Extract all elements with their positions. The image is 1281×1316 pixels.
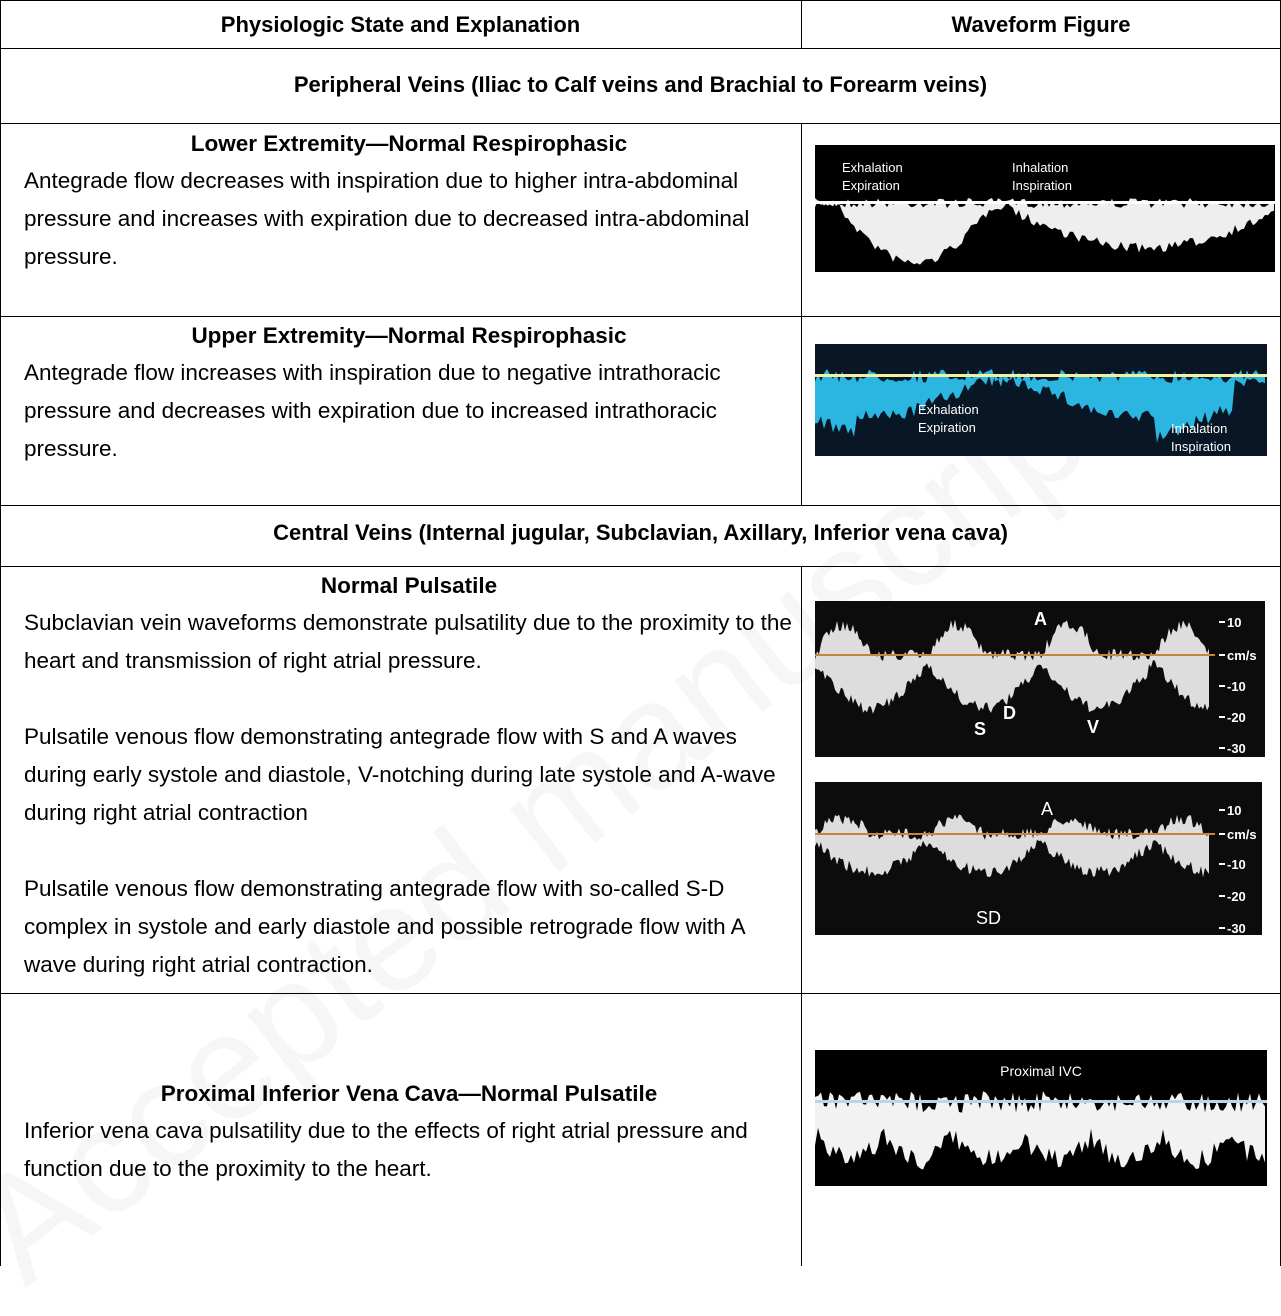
- waveform-figure: Proximal IVC: [815, 1050, 1267, 1186]
- baseline: [815, 1100, 1267, 1103]
- figure-label: Inhalation: [1012, 160, 1068, 175]
- figure-label: -30: [1227, 921, 1246, 935]
- border: [0, 48, 1281, 49]
- figure-label: 10: [1227, 615, 1241, 630]
- border: [0, 566, 1281, 567]
- figure-label: cm/s: [1227, 827, 1257, 842]
- border: [0, 316, 1281, 317]
- figure-label: 10: [1227, 803, 1241, 818]
- border: [801, 123, 802, 505]
- figure-label: Inspiration: [1012, 178, 1072, 193]
- figure-label: Inhalation: [1171, 421, 1227, 436]
- row-text: Normal Pulsatile Subclavian vein wavefor…: [24, 568, 794, 984]
- waveform: [815, 369, 1265, 443]
- row-heading: Lower Extremity—Normal Respirophasic: [190, 131, 628, 156]
- waveform-figure: A SD 10 cm/s -10 -20 -30: [815, 782, 1262, 935]
- figure-label: cm/s: [1227, 648, 1257, 663]
- paragraph: Subclavian vein waveforms demonstrate pu…: [24, 610, 792, 673]
- border: [0, 0, 1281, 1]
- figure-label: -20: [1227, 710, 1246, 725]
- waveform: [815, 619, 1209, 714]
- border: [801, 566, 802, 1266]
- figure-label: -30: [1227, 741, 1246, 756]
- border: [0, 123, 1281, 124]
- paragraph: Pulsatile venous flow demonstrating ante…: [24, 876, 745, 977]
- paragraph: Pulsatile venous flow demonstrating ante…: [24, 724, 776, 825]
- figure-label: -20: [1227, 889, 1246, 904]
- waveform: [815, 198, 1274, 265]
- border: [0, 993, 1281, 994]
- paragraph: Inferior vena cava pulsatility due to th…: [24, 1118, 748, 1181]
- waveform: [815, 1091, 1265, 1170]
- page: Accepted manuscript Physiologic State an…: [0, 0, 1281, 1266]
- waveform-figure: Exhalation Expiration Inhalation Inspiratio…: [815, 344, 1267, 456]
- section-title: Central Veins (Internal jugular, Subclav…: [273, 520, 1008, 545]
- column-header: Physiologic State and Explanation: [220, 12, 581, 37]
- figure-label: S: [974, 719, 986, 739]
- figure-label: A: [1034, 609, 1047, 629]
- row-text: Lower Extremity—Normal Respirophasic Ant…: [24, 126, 794, 276]
- paragraph: Antegrade flow decreases with inspiratio…: [24, 168, 750, 269]
- border: [0, 505, 1281, 506]
- row-text: Proximal Inferior Vena Cava—Normal Pulsa…: [24, 1076, 794, 1188]
- figure-label: A: [1041, 799, 1053, 819]
- waveform-figure: Exhalation Expiration Inhalation Inspiratio…: [815, 145, 1275, 272]
- figure-label: Expiration: [918, 420, 976, 435]
- waveform: [815, 814, 1209, 878]
- row-heading: Proximal Inferior Vena Cava—Normal Pulsa…: [160, 1081, 658, 1106]
- figure-label: Inspiration: [1171, 439, 1231, 454]
- row-heading: Normal Pulsatile: [320, 573, 498, 598]
- baseline: [815, 201, 1275, 204]
- baseline: [815, 374, 1267, 377]
- figure-label: -10: [1227, 857, 1246, 872]
- figure-label: Proximal IVC: [1000, 1063, 1082, 1079]
- row-text: Upper Extremity—Normal Respirophasic Ant…: [24, 318, 794, 468]
- section-title: Peripheral Veins (Iliac to Calf veins an…: [293, 72, 988, 97]
- paragraph: Antegrade flow increases with inspiratio…: [24, 360, 721, 461]
- figure-label: D: [1003, 703, 1016, 723]
- waveform-figure: A SD V 10 cm/s -10 -20 -30: [815, 601, 1265, 757]
- column-header: Waveform Figure: [951, 12, 1131, 37]
- figure-label: SD: [976, 908, 1001, 928]
- row-heading: Upper Extremity—Normal Respirophasic: [191, 323, 627, 348]
- border: [801, 0, 802, 48]
- figure-label: Exhalation: [918, 402, 979, 417]
- baseline: [815, 654, 1215, 656]
- figure-label: Expiration: [842, 178, 900, 193]
- baseline: [815, 833, 1215, 835]
- figure-label: Exhalation: [842, 160, 903, 175]
- figure-label: -10: [1227, 679, 1246, 694]
- border: [0, 0, 1, 1266]
- figure-label: V: [1087, 717, 1099, 737]
